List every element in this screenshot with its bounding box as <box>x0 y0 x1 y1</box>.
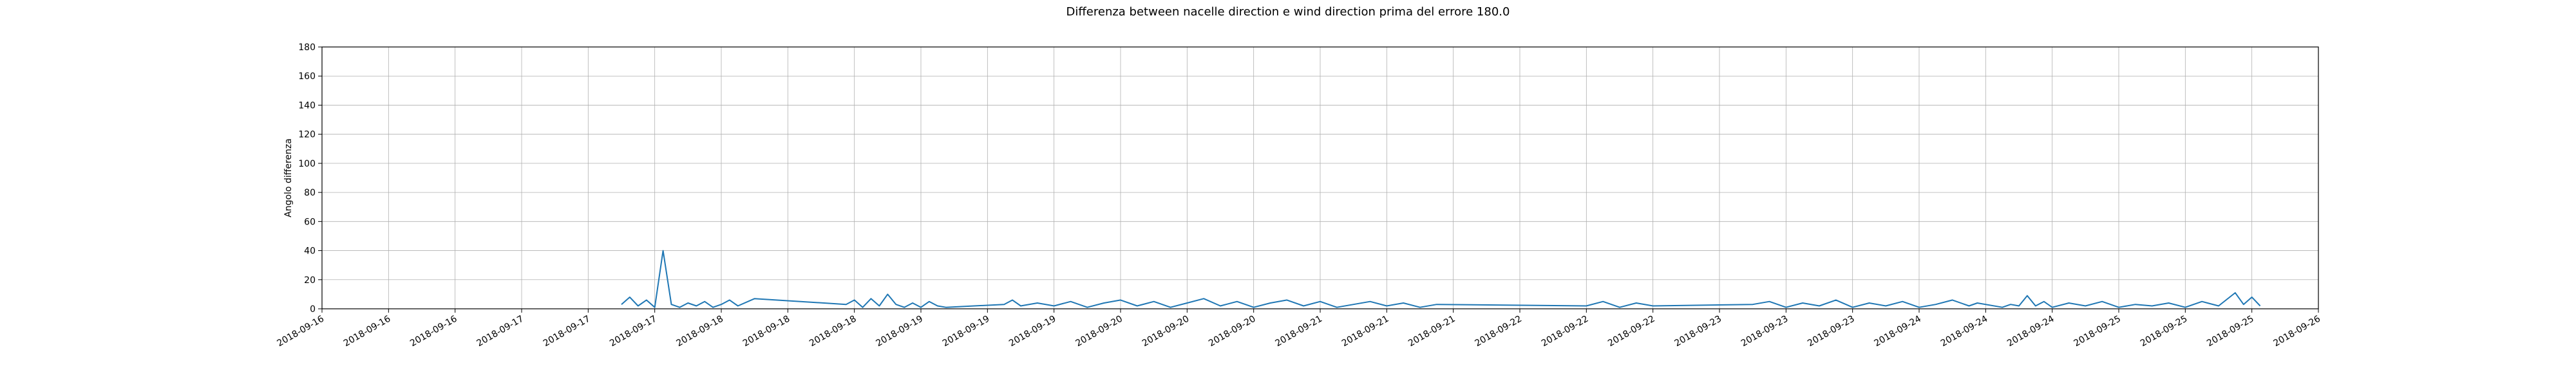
y-tick-label: 120 <box>298 130 316 140</box>
y-tick-label: 40 <box>304 246 316 257</box>
x-tick-label: 2018-09-18 <box>808 314 858 349</box>
x-tick-label: 2018-09-25 <box>2139 314 2189 349</box>
x-tick-label: 2018-09-24 <box>1939 314 1990 349</box>
y-tick-label: 180 <box>298 42 316 53</box>
x-tick-label: 2018-09-16 <box>342 314 393 349</box>
x-tick-label: 2018-09-22 <box>1540 314 1590 349</box>
chart-title: Differenza between nacelle direction e w… <box>1066 5 1510 19</box>
x-tick-label: 2018-09-19 <box>941 314 991 349</box>
x-tick-label: 2018-09-23 <box>1673 314 1723 349</box>
y-tick-label: 100 <box>298 159 316 169</box>
x-tick-label: 2018-09-21 <box>1406 314 1457 349</box>
x-axis: 2018-09-16 2018-09-16 2018-09-16 2018-09-17… <box>276 309 2323 349</box>
x-tick-label: 2018-09-17 <box>608 314 658 349</box>
y-tick-label: 140 <box>298 100 316 111</box>
series-layer <box>621 250 2261 308</box>
x-tick-label: 2018-09-25 <box>2205 314 2255 349</box>
x-tick-label: 2018-09-16 <box>408 314 459 349</box>
y-tick-label: 20 <box>304 275 316 286</box>
y-axis: 0 20 40 60 80 100 120 140 160 180 <box>298 42 322 315</box>
x-tick-label: 2018-09-17 <box>475 314 526 349</box>
grid-lines <box>321 46 2319 309</box>
x-tick-label: 2018-09-22 <box>1606 314 1656 349</box>
y-tick-label: 0 <box>310 304 316 315</box>
x-tick-label: 2018-09-16 <box>276 314 327 349</box>
x-tick-label: 2018-09-26 <box>2272 314 2323 349</box>
x-tick-label: 2018-09-24 <box>1873 314 1924 349</box>
x-tick-label: 2018-09-23 <box>1806 314 1856 349</box>
series-line-0 <box>621 250 2261 308</box>
x-tick-label: 2018-09-18 <box>741 314 791 349</box>
x-tick-label: 2018-09-20 <box>1207 314 1257 349</box>
x-tick-label: 2018-09-24 <box>2005 314 2056 349</box>
x-tick-label: 2018-09-20 <box>1141 314 1191 349</box>
x-tick-label: 2018-09-19 <box>875 314 925 349</box>
x-tick-label: 2018-09-20 <box>1074 314 1124 349</box>
x-tick-label: 2018-09-17 <box>542 314 592 349</box>
x-tick-label: 2018-09-21 <box>1340 314 1390 349</box>
x-tick-label: 2018-09-19 <box>1007 314 1057 349</box>
y-tick-label: 160 <box>298 71 316 82</box>
x-tick-label: 2018-09-18 <box>675 314 725 349</box>
y-tick-label: 80 <box>304 188 316 198</box>
x-tick-label: 2018-09-21 <box>1274 314 1324 349</box>
y-axis-label: Angolo differenza <box>283 138 294 217</box>
x-tick-label: 2018-09-22 <box>1473 314 1524 349</box>
x-tick-label: 2018-09-25 <box>2072 314 2123 349</box>
x-tick-label: 2018-09-23 <box>1739 314 1790 349</box>
y-tick-label: 60 <box>304 217 316 227</box>
